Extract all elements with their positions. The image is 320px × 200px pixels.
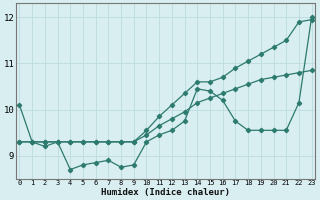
X-axis label: Humidex (Indice chaleur): Humidex (Indice chaleur) [101,188,230,197]
